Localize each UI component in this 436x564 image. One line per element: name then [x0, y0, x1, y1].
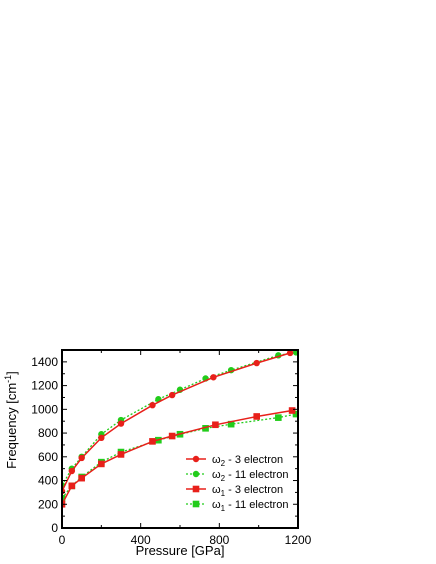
data-point	[253, 359, 260, 367]
data-point	[62, 495, 66, 502]
legend-marker	[192, 500, 200, 508]
series-line	[62, 351, 297, 486]
axes: 0 400 800 1200 0 200 400 600 800 1000 1200 1400	[31, 349, 312, 547]
data-point	[275, 414, 282, 421]
y-tick-label: 200	[38, 497, 58, 511]
series-line	[62, 409, 293, 505]
y-tick-label: 0	[51, 521, 58, 535]
legend-marker	[192, 455, 200, 463]
x-tick-label: 1200	[285, 533, 312, 547]
legend-marker	[192, 485, 200, 493]
data-point	[288, 407, 296, 414]
y-tick-label: 1000	[31, 402, 58, 416]
data-point	[210, 374, 217, 381]
data-point	[292, 350, 298, 356]
legend-label: ω2 - 3 electron	[212, 454, 283, 468]
data-point	[98, 460, 105, 468]
y-tick-label: 1400	[31, 355, 58, 369]
legend-label: ω2 - 11 electron	[212, 469, 288, 483]
data-point	[286, 350, 294, 357]
legend-entry: ω2 - 11 electron	[186, 469, 288, 483]
data-point	[68, 482, 76, 490]
data-point	[98, 434, 105, 442]
data-point	[168, 391, 176, 399]
legend-label: ω1 - 3 electron	[212, 484, 283, 498]
plot-area	[62, 350, 298, 508]
x-tick-label: 0	[59, 533, 66, 547]
y-axis-title-end: ]	[4, 371, 19, 375]
data-point	[78, 474, 85, 482]
y-tick-label: 600	[38, 450, 58, 464]
data-point	[202, 425, 209, 432]
data-point	[253, 413, 260, 420]
data-point	[78, 454, 85, 462]
series-3	[62, 407, 296, 508]
legend-entry: ω1 - 11 electron	[186, 499, 288, 513]
x-tick-label: 800	[209, 533, 229, 547]
legend-entry: ω1 - 3 electron	[186, 484, 283, 498]
data-point	[149, 401, 156, 409]
data-point	[117, 451, 125, 458]
data-point	[212, 421, 219, 429]
y-axis-title-sup: -1	[3, 375, 13, 383]
y-axis-title: Frequency [cm-1]	[3, 371, 19, 469]
x-axis-title: Pressure [GPa]	[136, 543, 225, 558]
data-point	[168, 432, 176, 440]
data-point	[149, 438, 156, 445]
data-point	[292, 410, 298, 418]
legend-marker	[192, 470, 200, 478]
data-point	[117, 420, 125, 427]
y-axis-title-main: Frequency [cm	[4, 383, 19, 469]
data-point	[227, 420, 235, 428]
y-tick-label: 1200	[31, 379, 58, 393]
legend-label: ω1 - 11 electron	[212, 499, 288, 513]
data-point	[68, 467, 76, 475]
y-tick-label: 400	[38, 474, 58, 488]
legend-entry: ω2 - 3 electron	[186, 454, 283, 468]
x-tick-label: 400	[131, 533, 151, 547]
series-line	[62, 352, 291, 492]
y-tick-label: 800	[38, 426, 58, 440]
